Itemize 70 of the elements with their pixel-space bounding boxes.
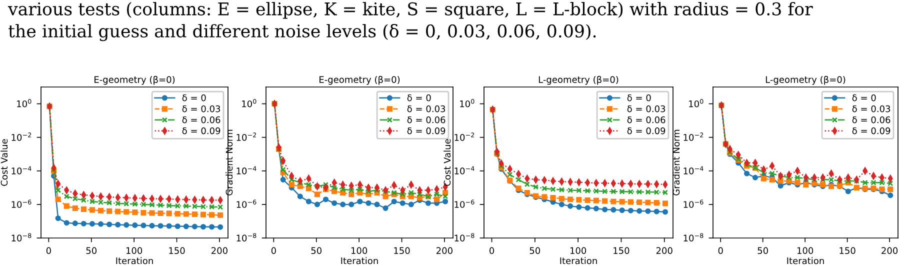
y-tick-label: 10$^{−2}$ xyxy=(12,132,32,141)
y-tick-label: 10$^{−8}$ xyxy=(12,233,32,242)
x-axis-title: Iteration xyxy=(560,257,597,264)
chart-title: E-geometry (β=0) xyxy=(94,76,175,85)
legend-label: δ = 0.09 xyxy=(852,127,890,134)
legend-label: δ = 0.06 xyxy=(182,116,220,124)
x-tick-label: 0 xyxy=(271,247,276,254)
x-tick-label: 50 xyxy=(758,247,768,254)
x-tick-label: 150 xyxy=(169,247,185,254)
x-tick-label: 200 xyxy=(656,247,672,254)
y-tick-label: 10$^{−4}$ xyxy=(684,166,704,174)
y-tick-label: 10$^{−8}$ xyxy=(684,233,704,242)
y-tick-label: 10$^{0}$ xyxy=(689,98,704,108)
legend-label: δ = 0 xyxy=(852,94,876,102)
text: the initial guess and different noise levels (δ = 0, 0.03, 0.06, 0.09). xyxy=(8,24,596,42)
y-tick-label: 10$^{−4}$ xyxy=(12,166,32,174)
x-axis-title: Iteration xyxy=(787,257,824,264)
legend-label: δ = 0.06 xyxy=(852,116,890,124)
x-tick-label: 0 xyxy=(718,247,723,254)
text: various tests (columns: E = ellipse, K = kite, S = square, L = L-block) with radius = 0.3 for xyxy=(8,2,813,19)
chart-title: L-geometry (β=0) xyxy=(766,76,846,85)
y-axis-title: Cost Value xyxy=(0,139,8,186)
y-tick-label: 10$^{−2}$ xyxy=(454,132,474,141)
x-tick-label: 150 xyxy=(394,247,410,254)
legend-label: δ = 0 xyxy=(627,94,651,102)
y-tick-label: 10$^{0}$ xyxy=(17,98,32,108)
y-tick-label: 10$^{−8}$ xyxy=(236,233,256,242)
legend-label: δ = 0.03 xyxy=(407,105,446,112)
y-tick-label: 10$^{−6}$ xyxy=(236,200,256,208)
x-tick-label: 200 xyxy=(212,247,228,254)
y-axis-title: Gradient Norm xyxy=(226,130,233,196)
legend-label: δ = 0.09 xyxy=(407,127,446,134)
x-axis-title: Iteration xyxy=(341,257,378,264)
y-tick-label: 10$^{0}$ xyxy=(460,98,474,108)
y-tick-label: 10$^{−2}$ xyxy=(236,132,256,141)
legend-label: δ = 0.09 xyxy=(182,127,220,134)
x-tick-label: 200 xyxy=(882,247,898,254)
y-tick-label: 10$^{−4}$ xyxy=(236,166,256,174)
legend-label: δ = 0.03 xyxy=(852,105,890,112)
x-tick-label: 100 xyxy=(797,247,814,254)
legend-label: δ = 0.06 xyxy=(627,116,666,124)
legend-label: δ = 0.06 xyxy=(407,116,446,124)
y-tick-label: 10$^{−6}$ xyxy=(12,200,32,208)
legend-label: δ = 0.03 xyxy=(182,105,220,112)
x-axis-title: Iteration xyxy=(116,257,153,264)
chart-title: L-geometry (β=0) xyxy=(538,76,618,85)
y-tick-label: 10$^{−6}$ xyxy=(454,200,474,208)
x-tick-label: 0 xyxy=(46,247,51,254)
x-tick-label: 200 xyxy=(436,247,452,254)
legend-label: δ = 0.03 xyxy=(627,105,666,112)
x-tick-label: 100 xyxy=(126,247,142,254)
x-tick-label: 100 xyxy=(351,247,368,254)
y-axis-title: Cost Value xyxy=(444,139,451,186)
legend-label: δ = 0.09 xyxy=(627,127,666,134)
legend-label: δ = 0 xyxy=(407,94,431,102)
y-tick-label: 10$^{−6}$ xyxy=(684,200,704,208)
x-tick-label: 50 xyxy=(86,247,97,254)
x-tick-label: 0 xyxy=(489,247,494,254)
x-tick-label: 50 xyxy=(530,247,540,254)
y-tick-label: 10$^{0}$ xyxy=(242,98,256,108)
x-tick-label: 150 xyxy=(614,247,630,254)
chart-title: E-geometry (β=0) xyxy=(320,76,400,85)
y-tick-label: 10$^{−8}$ xyxy=(454,233,474,242)
y-tick-label: 10$^{−4}$ xyxy=(454,166,474,174)
x-tick-label: 150 xyxy=(840,247,856,254)
legend-label: δ = 0 xyxy=(182,94,206,102)
y-axis-title: Gradient Norm xyxy=(672,130,680,196)
x-tick-label: 50 xyxy=(311,247,322,254)
y-tick-label: 10$^{−2}$ xyxy=(684,132,704,141)
x-tick-label: 100 xyxy=(570,247,586,254)
